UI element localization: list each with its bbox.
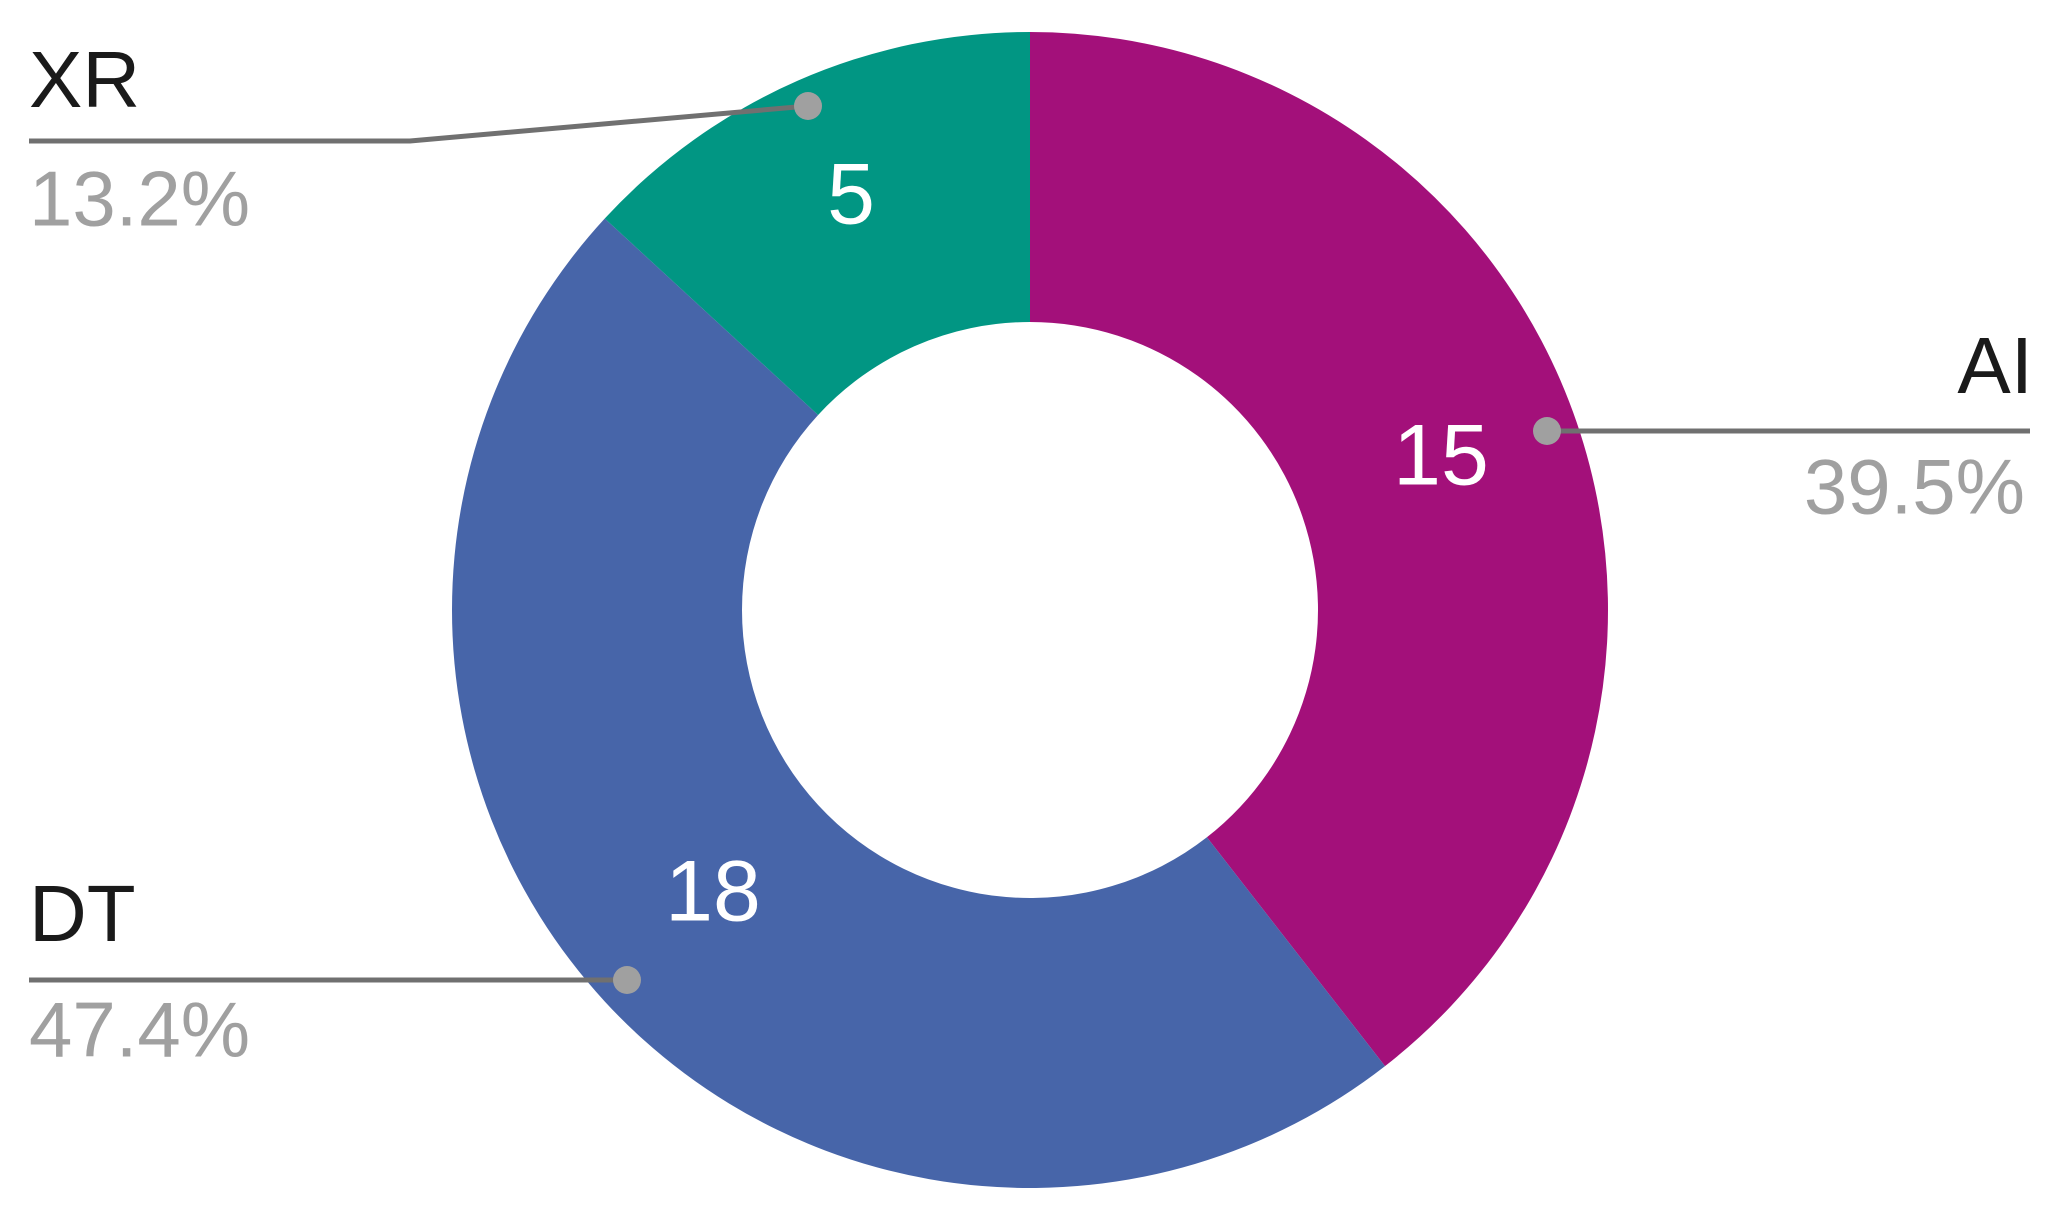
leader-dot: [613, 966, 641, 994]
value-label: 15: [1393, 408, 1489, 504]
donut-slice: [452, 218, 1386, 1188]
donut-slice: [604, 32, 1030, 415]
value-label: 5: [827, 147, 875, 243]
category-label: DT: [29, 869, 136, 958]
category-label: AI: [1957, 321, 2033, 410]
percent-label: 13.2%: [29, 155, 250, 243]
donut-slice: [1030, 32, 1608, 1067]
category-label: XR: [29, 35, 140, 124]
percent-label: 47.4%: [29, 986, 250, 1074]
leader-line: [29, 103, 809, 144]
percent-label: 39.5%: [1804, 443, 2025, 531]
value-label: 18: [665, 844, 761, 940]
leader-dot: [1533, 417, 1561, 445]
leader-dot: [794, 92, 822, 120]
